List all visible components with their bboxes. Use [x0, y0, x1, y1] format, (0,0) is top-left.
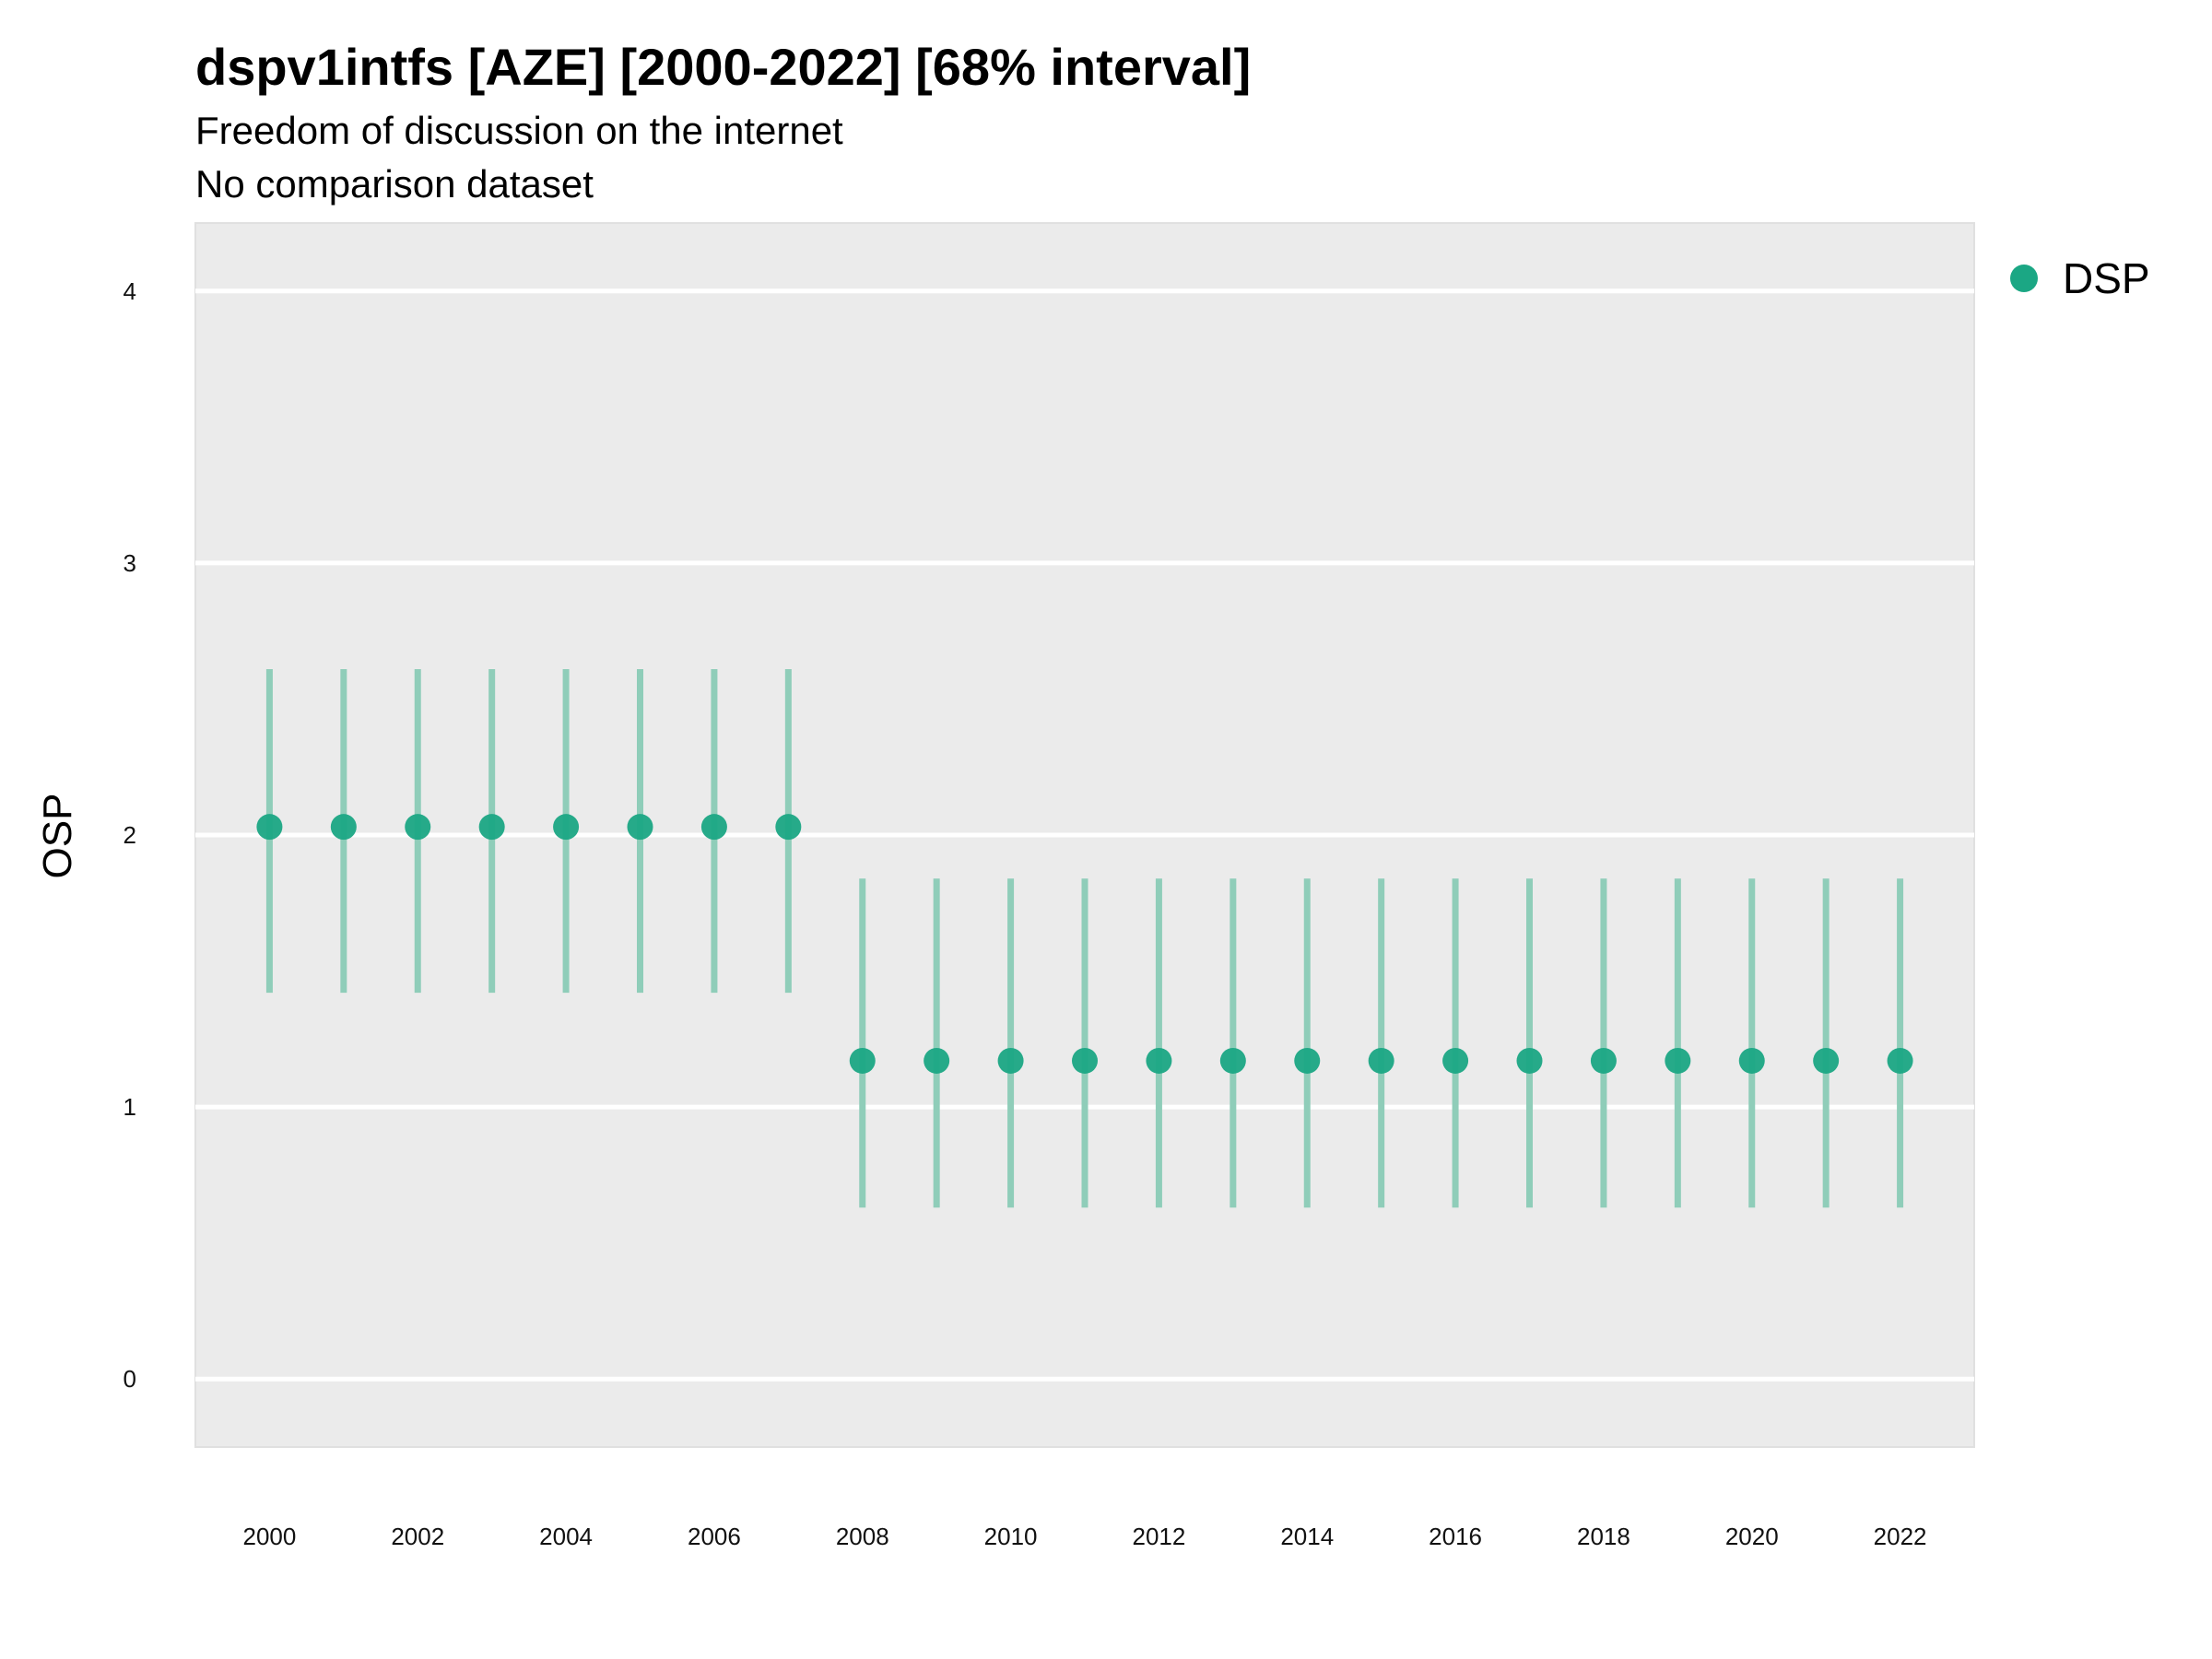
data-point: [1442, 1047, 1469, 1074]
x-tick-label: 2006: [688, 1523, 741, 1550]
y-axis-label: OSP: [35, 794, 80, 879]
data-point: [627, 814, 653, 841]
x-tick-label: 2010: [984, 1523, 1038, 1550]
x-tick-label: 2018: [1577, 1523, 1630, 1550]
y-tick-label: 0: [124, 1365, 136, 1393]
y-tick-label: 1: [124, 1093, 136, 1121]
data-points: [256, 814, 1913, 1074]
y-tick-label: 2: [124, 821, 136, 849]
data-point: [775, 814, 802, 841]
x-axis-ticks: 2000 2002 2004 2006 2008 2010 2012 2014 2016 2018…: [242, 1523, 1926, 1550]
data-point: [553, 814, 580, 841]
chart-subtitle: Freedom of discussion on the internet: [195, 109, 843, 152]
data-point: [924, 1047, 950, 1074]
x-tick-label: 2004: [539, 1523, 593, 1550]
data-point: [1516, 1047, 1543, 1074]
chart-subtitle-comparison: No comparison dataset: [195, 162, 594, 206]
data-point: [330, 814, 357, 841]
x-tick-label: 2022: [1874, 1523, 1927, 1550]
data-point: [1813, 1047, 1840, 1074]
data-point: [1072, 1047, 1098, 1074]
x-tick-label: 2008: [836, 1523, 889, 1550]
data-point: [1368, 1047, 1394, 1074]
data-point: [1294, 1047, 1321, 1074]
legend-marker-dsp: [2010, 265, 2038, 292]
data-point: [1219, 1047, 1246, 1074]
data-point: [405, 814, 431, 841]
y-axis-ticks: 0 1 2 3 4: [124, 277, 136, 1393]
data-point: [1738, 1047, 1765, 1074]
x-tick-label: 2016: [1429, 1523, 1482, 1550]
data-point: [478, 814, 505, 841]
data-point: [849, 1047, 876, 1074]
data-point: [1887, 1047, 1913, 1074]
data-point: [1665, 1047, 1691, 1074]
data-point: [256, 814, 283, 841]
x-tick-label: 2012: [1132, 1523, 1185, 1550]
data-point: [1146, 1047, 1172, 1074]
chart-title: dspv1intfs [AZE] [2000-2022] [68% interv…: [195, 38, 1251, 96]
y-tick-label: 3: [124, 549, 136, 577]
x-tick-label: 2002: [391, 1523, 444, 1550]
x-tick-label: 2000: [242, 1523, 296, 1550]
data-point: [1590, 1047, 1617, 1074]
data-point: [700, 814, 727, 841]
x-tick-label: 2014: [1280, 1523, 1334, 1550]
data-point: [997, 1047, 1024, 1074]
legend-label-dsp: DSP: [2063, 254, 2150, 302]
x-tick-label: 2020: [1725, 1523, 1779, 1550]
y-tick-label: 4: [124, 277, 136, 305]
legend: DSP: [2010, 254, 2150, 302]
